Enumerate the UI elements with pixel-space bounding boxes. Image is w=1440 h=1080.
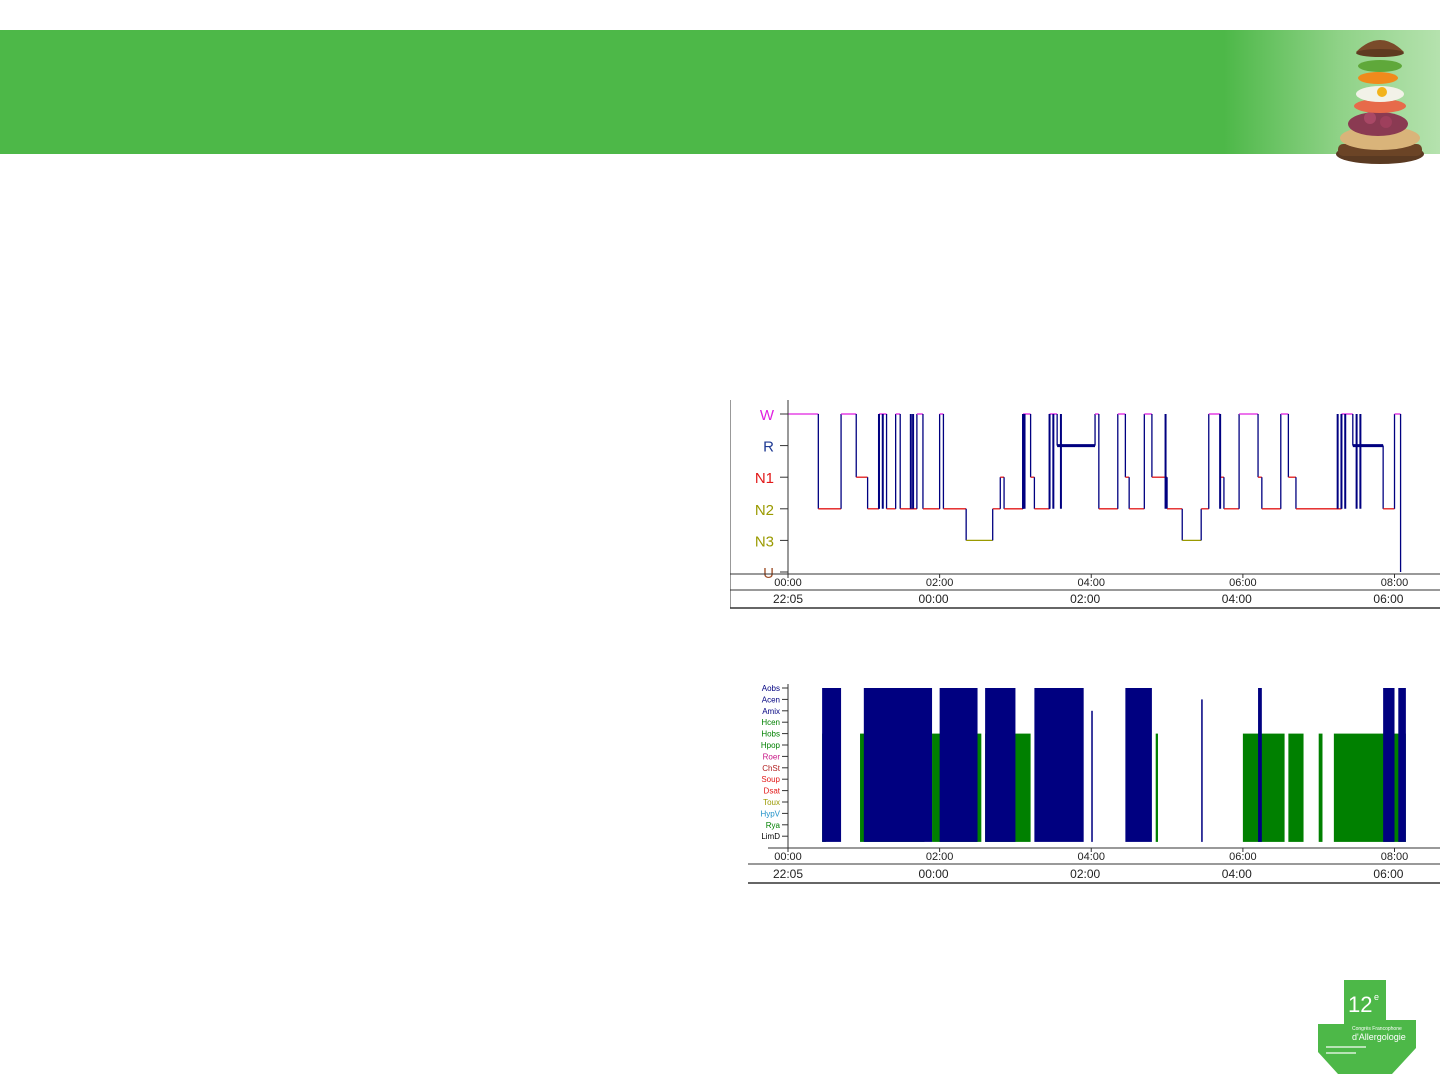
evt-bottom-tick-label: 02:00 [1070,867,1100,881]
evt-top-tick-label: 06:00 [1229,851,1257,863]
svg-text:12: 12 [1348,992,1372,1017]
event-bar-green [1333,733,1406,842]
hyp-bottom-tick-label: 02:00 [1070,592,1100,606]
event-label: ChSt [762,764,781,773]
event-label: Toux [763,798,780,807]
event-label: Aobs [762,684,780,693]
event-bar-blue [822,688,842,842]
hyp-bottom-tick-label: 00:00 [919,592,949,606]
event-bar-green [1288,733,1304,842]
event-bar-blue [1398,688,1406,842]
event-bar-green [1318,733,1323,842]
hyp-bottom-tick-label: 04:00 [1222,592,1252,606]
evt-bottom-tick-label: 22:05 [773,867,803,881]
evt-bottom-tick-label: 06:00 [1373,867,1403,881]
hyp-top-tick-label: 04:00 [1077,577,1105,589]
svg-text:Congrès Francophone: Congrès Francophone [1352,1026,1402,1032]
respiratory-events-chart: Aobs Acen Amix Hcen Hobs Hpop Roer ChSt Soup Dsat… [748,684,1440,884]
burger-illustration [1336,40,1424,164]
stage-label: W [760,407,775,424]
congress-logo: 12 e Congrès Francophone d'Allergologie [1318,980,1416,1074]
event-bar-blue [1383,688,1395,842]
evt-top-tick-label: 08:00 [1381,851,1409,863]
hyp-bottom-tick-label: 22:05 [773,592,803,606]
evt-top-tick-label: 02:00 [926,851,954,863]
event-bar-green [1242,733,1285,842]
event-label: Hcen [761,718,780,727]
event-label: Roer [763,752,781,761]
hyp-top-tick-label: 08:00 [1381,577,1409,589]
event-bar-blue [1125,688,1152,842]
event-bar-blue [1034,688,1084,842]
event-label: Rya [766,821,781,830]
evt-top-tick-label: 04:00 [1077,851,1105,863]
event-label: LimD [761,832,780,841]
event-label: Amix [762,707,780,716]
stage-label: N2 [755,502,774,519]
evt-bottom-tick-label: 00:00 [919,867,949,881]
event-label: Acen [762,695,780,704]
event-label: Dsat [764,787,781,796]
svg-text:d'Allergologie: d'Allergologie [1352,1032,1406,1042]
hyp-top-tick-label: 02:00 [926,577,954,589]
hyp-bottom-tick-label: 06:00 [1373,592,1403,606]
event-bar-blue [1201,699,1203,842]
event-bar-blue [939,688,978,842]
svg-text:e: e [1374,992,1379,1002]
event-bar-green [1155,733,1158,842]
evt-top-tick-label: 00:00 [774,851,802,863]
stage-label: N3 [755,533,774,550]
event-label: Hpop [761,741,781,750]
event-label: HypV [760,809,780,818]
hyp-top-tick-label: 06:00 [1229,577,1257,589]
stage-label: N1 [755,470,774,487]
header-band [0,30,1440,154]
event-label: Hobs [761,730,780,739]
event-bar-blue [1258,688,1262,842]
event-bar-blue [985,688,1016,842]
event-label: Soup [761,775,780,784]
event-bar-blue [863,688,933,842]
hyp-top-tick-label: 00:00 [774,577,802,589]
evt-bottom-tick-label: 04:00 [1222,867,1252,881]
stage-label: R [763,439,774,456]
event-bar-blue [1091,710,1093,842]
